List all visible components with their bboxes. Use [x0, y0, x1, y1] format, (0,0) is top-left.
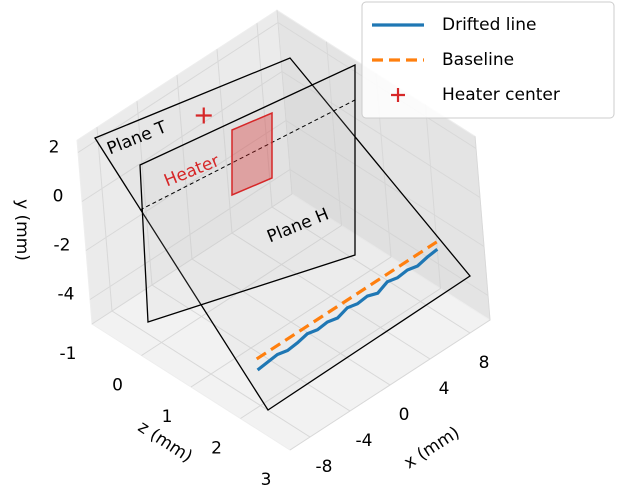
- z-tick-label: 0: [112, 376, 123, 396]
- y-tick-label: -2: [54, 236, 71, 256]
- y-tick-label: 2: [49, 138, 60, 158]
- chart: -8-4048-4-202-10123 Plane T Plane H Heat…: [0, 0, 622, 495]
- x-tick-label: -8: [316, 457, 333, 477]
- x-tick-label: -4: [356, 431, 373, 451]
- x-tick-label: 4: [439, 379, 450, 399]
- legend-label: Heater center: [442, 85, 560, 105]
- x-axis-label: x (mm): [401, 423, 464, 473]
- z-tick-label: 2: [211, 439, 222, 459]
- x-tick-label: 0: [399, 405, 410, 425]
- y-tick-label: 0: [53, 187, 64, 207]
- z-tick-label: 1: [162, 407, 173, 427]
- z-tick-label: 3: [261, 470, 272, 490]
- legend-label: Baseline: [442, 50, 514, 70]
- legend: Drifted line Baseline Heater center: [362, 2, 614, 118]
- legend-label: Drifted line: [442, 15, 537, 35]
- y-tick-label: -4: [58, 285, 75, 305]
- z-tick-label: -1: [60, 344, 77, 364]
- x-tick-label: 8: [479, 353, 490, 373]
- y-axis-label: y (mm): [12, 199, 32, 261]
